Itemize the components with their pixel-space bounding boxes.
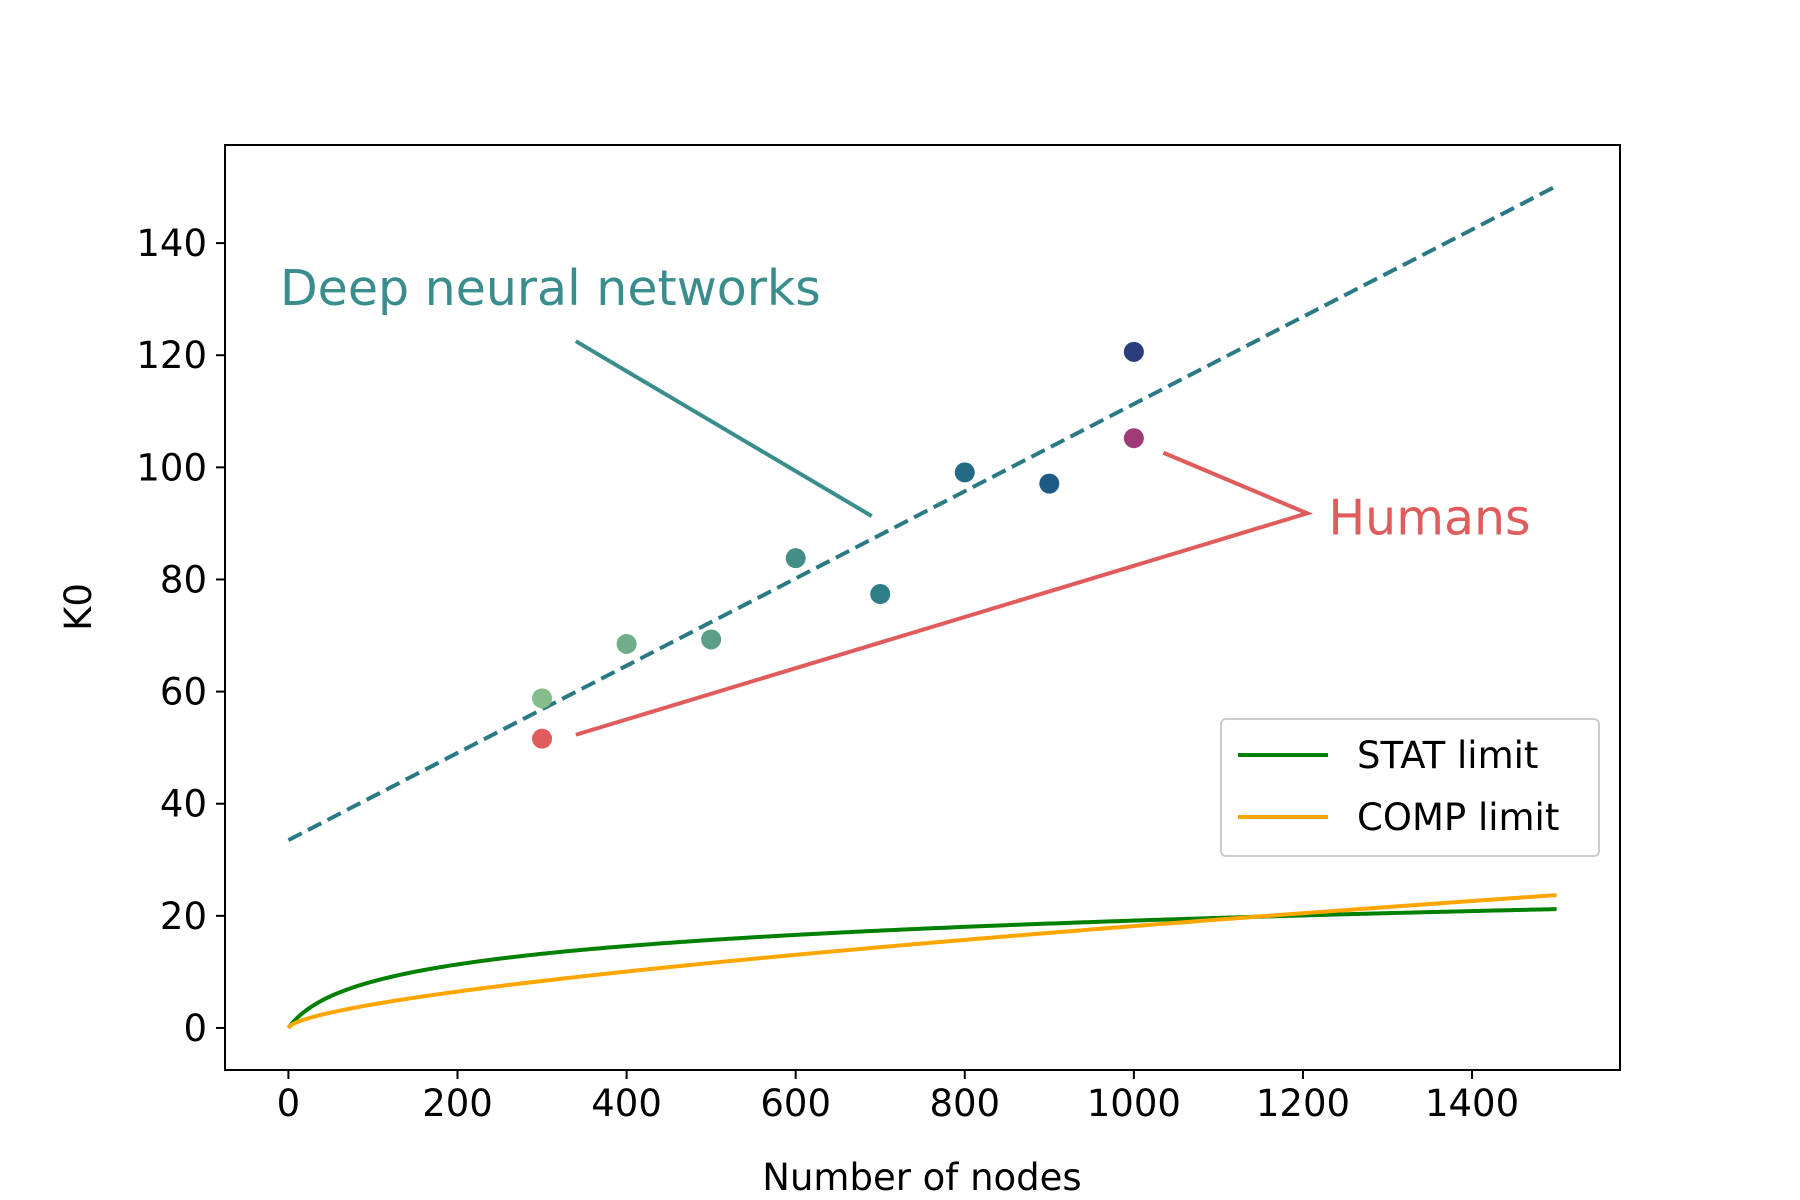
legend-label-comp: COMP limit bbox=[1357, 796, 1559, 839]
fit-line bbox=[287, 184, 1558, 842]
y-tick-label: 60 bbox=[160, 671, 207, 714]
plot-area: Deep neural networks Humans bbox=[280, 184, 1558, 1030]
x-tick-label: 400 bbox=[591, 1082, 662, 1125]
annotation-label-0: Deep neural networks bbox=[280, 260, 821, 317]
data-point-2 bbox=[701, 629, 722, 650]
x-tick-label: 800 bbox=[929, 1082, 1000, 1125]
data-point-4 bbox=[870, 584, 891, 605]
x-tick-label: 600 bbox=[760, 1082, 831, 1125]
data-point-7 bbox=[1123, 341, 1144, 362]
y-tick-label: 0 bbox=[183, 1007, 207, 1050]
annotation-label-1: Humans bbox=[1328, 490, 1530, 547]
y-tick-label: 140 bbox=[136, 222, 207, 265]
y-tick-label: 40 bbox=[160, 783, 207, 826]
x-tick-label: 200 bbox=[422, 1082, 493, 1125]
data-point-5 bbox=[954, 462, 975, 483]
y-tick-label: 80 bbox=[160, 558, 207, 601]
x-tick-label: 1200 bbox=[1256, 1082, 1350, 1125]
legend-label-stat: STAT limit bbox=[1357, 734, 1538, 777]
data-point-6 bbox=[1039, 473, 1060, 494]
x-axis-title: Number of nodes bbox=[762, 1156, 1081, 1199]
legend: STAT limit COMP limit bbox=[1220, 718, 1600, 857]
data-point-3 bbox=[785, 548, 806, 569]
y-tick-label: 120 bbox=[136, 334, 207, 377]
x-axis: 0 200 400 600 800 1000 1200 1400 bbox=[277, 1070, 1519, 1125]
axes-frame bbox=[224, 144, 1621, 1071]
y-axis: 0 20 40 60 80 100 120 140 bbox=[136, 222, 225, 1050]
y-tick-label: 20 bbox=[160, 895, 207, 938]
annotation-pointer-0 bbox=[574, 339, 873, 518]
data-point-0 bbox=[532, 688, 553, 709]
data-point-9 bbox=[1123, 428, 1144, 449]
x-tick-label: 0 bbox=[277, 1082, 301, 1125]
x-tick-label: 1000 bbox=[1087, 1082, 1181, 1125]
data-point-8 bbox=[532, 728, 553, 749]
x-tick-label: 1400 bbox=[1425, 1082, 1519, 1125]
series-line-comp-limit bbox=[287, 893, 1557, 1030]
annotation-pointer-1 bbox=[575, 450, 1314, 737]
y-tick-label: 100 bbox=[136, 446, 207, 489]
data-point-1 bbox=[616, 633, 637, 654]
series-line-stat-limit bbox=[286, 907, 1557, 1030]
y-axis-title: K0 bbox=[57, 583, 100, 631]
